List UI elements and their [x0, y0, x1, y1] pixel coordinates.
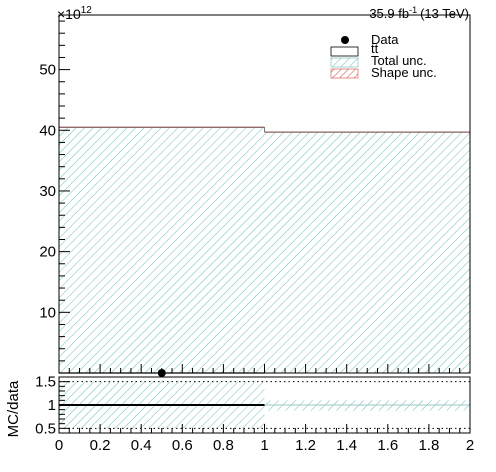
- x-tick-label: 1: [260, 437, 268, 454]
- x-tick-label: 1.6: [377, 437, 398, 454]
- y-multiplier: ×1012: [57, 5, 92, 22]
- lumi-unit-exp: -1: [409, 5, 417, 15]
- ratio-y-title: MC/data: [5, 380, 22, 437]
- main-x-ticks: [58, 364, 471, 373]
- x-tick-label: 2: [466, 437, 474, 454]
- main-panel: 10 20 30 40 50 ×1012 35.9 fb-1 (13 TeV) Data …: [39, 5, 471, 377]
- legend-shape-unc-swatch: [330, 68, 359, 79]
- y-multiplier-exp: 12: [81, 5, 93, 16]
- x-tick-label: 0.4: [131, 437, 152, 454]
- main-histogram: [59, 126, 470, 133]
- ratio-y-tick-label: 1: [48, 397, 56, 414]
- x-tick-label: 0: [55, 437, 63, 454]
- lumi-value: 35.9 fb: [369, 6, 409, 21]
- x-tick-label: 1.4: [336, 437, 357, 454]
- main-y-axis: 10 20 30 40 50: [39, 20, 70, 362]
- main-y-tick-label: 50: [39, 62, 56, 79]
- main-plot-area: [59, 126, 470, 373]
- ratio-y-axis: 0.5 1 1.5: [35, 374, 70, 437]
- main-y-tick-label: 30: [39, 183, 56, 200]
- legend-label-total-unc: Total unc.: [371, 53, 427, 68]
- total-unc-band-bin-1: [59, 127, 265, 373]
- main-y-tick-label: 10: [39, 304, 56, 321]
- lumi-energy: (13 TeV): [420, 6, 469, 21]
- legend-data-marker: [341, 36, 349, 44]
- y-multiplier-base: ×10: [57, 6, 81, 22]
- legend-label-tt: tt: [371, 41, 379, 56]
- main-y-tick-label: 40: [39, 122, 56, 139]
- ratio-y-tick-label: 0.5: [35, 420, 56, 437]
- legend-label-data: Data: [371, 32, 399, 47]
- x-tick-label: 0.2: [90, 437, 111, 454]
- main-y-tick-label: 20: [39, 244, 56, 261]
- total-unc-band-bin-2: [264, 132, 470, 373]
- legend-tt-swatch: [330, 46, 359, 57]
- x-tick-label: 1.2: [295, 437, 316, 454]
- x-tick-label: 1.8: [418, 437, 439, 454]
- lumi-label: 35.9 fb-1 (13 TeV): [369, 5, 469, 21]
- ratio-x-axis: 0 0.2 0.4 0.6 0.8 1 1.2 1.4 1.6 1.8 2: [55, 424, 474, 454]
- legend: Data tt Total unc. Shape unc.: [330, 32, 437, 80]
- ratio-panel: 0.5 1 1.5 0 0.2 0.4 0.6 0.8 1 1.2 1.4 1.6 1.8 2 MC/d…: [5, 374, 474, 454]
- ratio-y-tick-label: 1.5: [35, 374, 56, 391]
- x-tick-label: 0.8: [213, 437, 234, 454]
- legend-total-unc-swatch: [330, 57, 359, 68]
- x-tick-label: 0.6: [172, 437, 193, 454]
- ratio-lines: [59, 381, 470, 429]
- legend-label-shape-unc: Shape unc.: [371, 65, 437, 80]
